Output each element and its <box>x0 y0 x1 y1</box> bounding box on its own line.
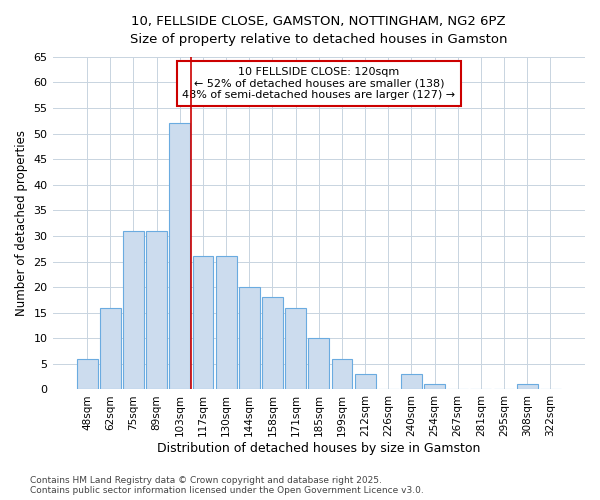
Bar <box>262 298 283 390</box>
Text: 10 FELLSIDE CLOSE: 120sqm
← 52% of detached houses are smaller (138)
48% of semi: 10 FELLSIDE CLOSE: 120sqm ← 52% of detac… <box>182 67 455 100</box>
Title: 10, FELLSIDE CLOSE, GAMSTON, NOTTINGHAM, NG2 6PZ
Size of property relative to de: 10, FELLSIDE CLOSE, GAMSTON, NOTTINGHAM,… <box>130 15 508 46</box>
X-axis label: Distribution of detached houses by size in Gamston: Distribution of detached houses by size … <box>157 442 481 455</box>
Bar <box>216 256 236 390</box>
Bar <box>285 308 306 390</box>
Bar <box>401 374 422 390</box>
Bar <box>239 287 260 390</box>
Bar <box>146 231 167 390</box>
Bar <box>355 374 376 390</box>
Y-axis label: Number of detached properties: Number of detached properties <box>15 130 28 316</box>
Bar <box>123 231 144 390</box>
Text: Contains HM Land Registry data © Crown copyright and database right 2025.
Contai: Contains HM Land Registry data © Crown c… <box>30 476 424 495</box>
Bar <box>308 338 329 390</box>
Bar <box>332 359 352 390</box>
Bar <box>193 256 214 390</box>
Bar <box>424 384 445 390</box>
Bar <box>100 308 121 390</box>
Bar <box>169 124 190 390</box>
Bar <box>517 384 538 390</box>
Bar <box>77 359 98 390</box>
